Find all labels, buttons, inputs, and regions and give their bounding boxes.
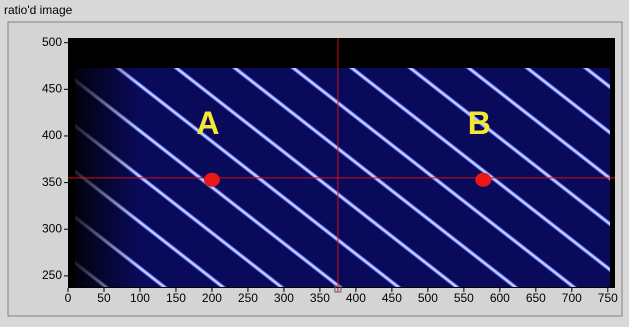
y-tick-label: 250 [42,268,62,282]
marker-point [204,173,220,187]
panel-title: ratio'd image [4,3,73,17]
y-tick-label: 350 [42,175,62,189]
marker-point [475,173,491,187]
x-tick-label: 700 [562,291,582,305]
x-tick-label: 150 [166,291,186,305]
y-tick-label: 450 [42,81,62,95]
x-tick-label: 200 [202,291,222,305]
marker-label: B [468,105,491,141]
x-tick-label: 650 [526,291,546,305]
x-tick-label: 450 [382,291,402,305]
x-tick-label: 400 [346,291,366,305]
x-tick-label: 500 [418,291,438,305]
x-tick-label: 550 [454,291,474,305]
x-tick-label: 100 [130,291,150,305]
x-tick-label: 50 [97,291,111,305]
chart: ratio'd image 0 50 100 150 200 250 300 350 400 45… [0,0,629,322]
y-tick-label: 300 [42,221,62,235]
page: ratio'd image 0 50 100 150 200 250 300 350 400 45… [0,0,629,322]
x-tick-label: 300 [274,291,294,305]
x-tick-label: 0 [65,291,72,305]
marker-label: A [196,105,219,141]
x-tick-label: 250 [238,291,258,305]
x-tick-label: 350 [310,291,330,305]
x-tick-label: 600 [490,291,510,305]
y-tick-label: 400 [42,128,62,142]
x-tick-label: 750 [598,291,618,305]
y-tick-label: 500 [42,35,62,49]
